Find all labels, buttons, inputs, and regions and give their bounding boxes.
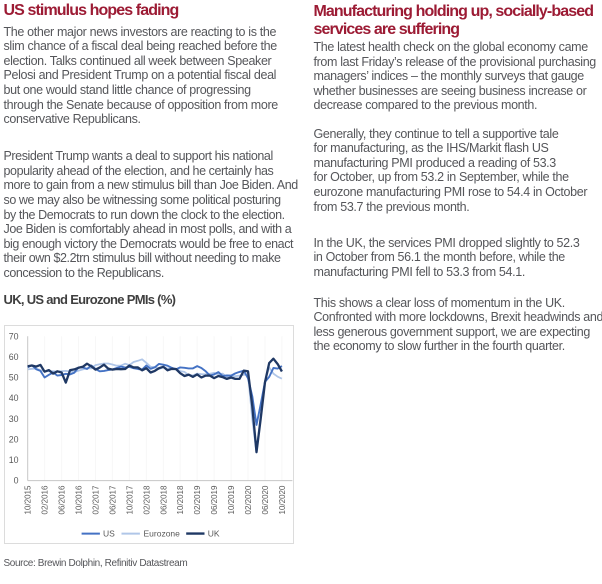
svg-text:06/2017: 06/2017 [108,485,117,514]
svg-text:US: US [103,529,115,539]
svg-text:60: 60 [9,352,19,362]
svg-text:10/2017: 10/2017 [125,485,134,514]
svg-text:02/2017: 02/2017 [92,485,101,514]
svg-text:50: 50 [9,373,19,383]
svg-text:06/2016: 06/2016 [58,485,67,514]
svg-text:06/2020: 06/2020 [261,485,270,514]
svg-text:06/2019: 06/2019 [210,485,219,514]
svg-text:02/2018: 02/2018 [142,485,151,514]
svg-text:10/2016: 10/2016 [75,485,84,514]
svg-text:0: 0 [14,476,19,486]
svg-text:02/2016: 02/2016 [41,485,50,514]
svg-text:Eurozone: Eurozone [144,529,181,539]
svg-text:40: 40 [9,393,19,403]
svg-text:10/2018: 10/2018 [176,485,185,514]
svg-text:30: 30 [9,414,19,424]
svg-text:02/2020: 02/2020 [244,485,253,514]
svg-text:20: 20 [9,435,19,445]
svg-text:10: 10 [9,455,19,465]
svg-text:02/2019: 02/2019 [193,485,202,514]
svg-text:10/2015: 10/2015 [24,485,33,514]
svg-text:70: 70 [9,331,19,341]
svg-text:10/2019: 10/2019 [227,485,236,514]
svg-text:UK: UK [208,529,220,539]
svg-text:10/2020: 10/2020 [278,485,287,514]
svg-text:06/2018: 06/2018 [159,485,168,514]
